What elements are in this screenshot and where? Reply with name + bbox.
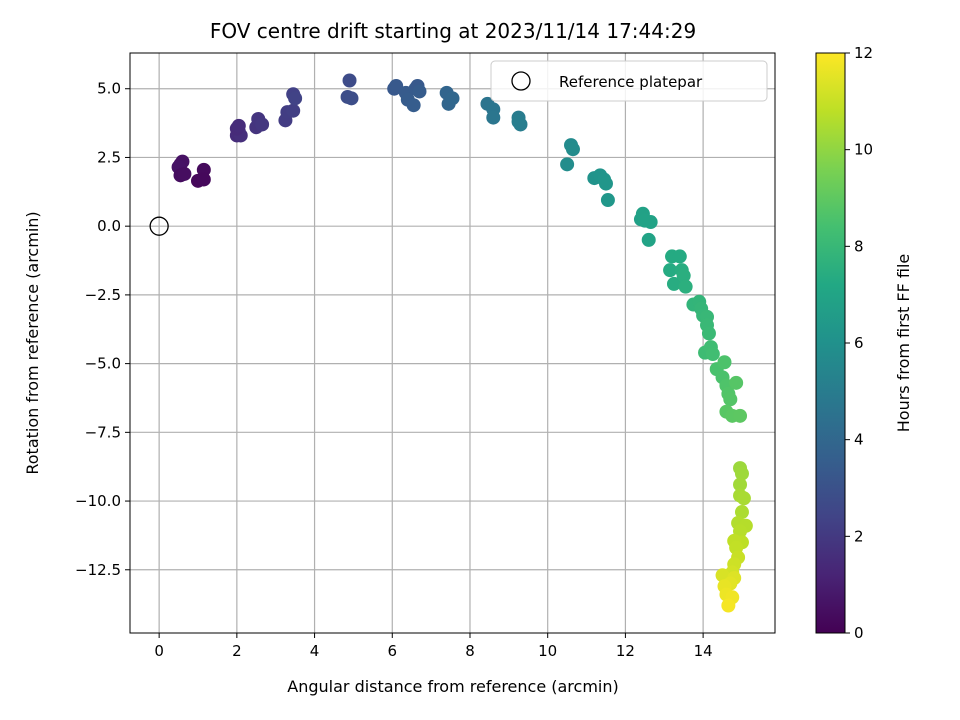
y-tick-label: 0.0 (97, 217, 121, 235)
data-point (641, 232, 656, 247)
y-tick-label: −2.5 (85, 286, 121, 304)
x-tick-label: 2 (232, 642, 242, 660)
data-point (717, 355, 732, 370)
colorbar: 0 2 4 6 8 10 12 Hours from first FF file (815, 44, 913, 642)
data-point (721, 598, 736, 613)
reference-point-marker (149, 216, 169, 236)
data-point (565, 142, 580, 157)
colorbar-gradient (815, 52, 846, 634)
grid (130, 53, 775, 633)
data-point (701, 326, 716, 341)
legend: Reference platepar (490, 60, 768, 102)
colorbar-label: Hours from first FF file (894, 254, 913, 433)
data-point (196, 162, 211, 177)
data-point (733, 477, 748, 492)
colorbar-tick-label: 4 (854, 431, 864, 449)
data-point (733, 408, 748, 423)
data-point (406, 98, 421, 113)
x-tick-label: 10 (538, 642, 557, 660)
colorbar-tick-label: 10 (854, 141, 873, 159)
data-point (676, 268, 691, 283)
x-tick-label: 4 (310, 642, 320, 660)
data-point (196, 172, 211, 187)
colorbar-tick-label: 0 (854, 624, 864, 642)
data-point (705, 346, 720, 361)
data-point (678, 279, 693, 294)
colorbar-tick-label: 6 (854, 334, 864, 352)
data-point (342, 73, 357, 88)
y-tick-label: −10.0 (75, 492, 121, 510)
data-point (729, 375, 744, 390)
data-point (177, 166, 192, 181)
x-tick-label: 12 (616, 642, 635, 660)
data-points (149, 73, 753, 613)
data-point (643, 215, 658, 230)
data-point (663, 263, 678, 278)
data-point (511, 114, 526, 129)
data-point (231, 118, 246, 133)
colorbar-tick-label: 8 (854, 237, 864, 255)
data-point (666, 276, 681, 291)
x-tick-label: 8 (465, 642, 475, 660)
colorbar-tick-label: 2 (854, 527, 864, 545)
y-tick-label: −5.0 (85, 355, 121, 373)
data-point (736, 491, 751, 506)
data-point (672, 249, 687, 264)
colorbar-ticks: 0 2 4 6 8 10 12 (845, 44, 873, 642)
legend-box (490, 60, 768, 102)
x-tick-label: 6 (388, 642, 398, 660)
data-point (412, 84, 427, 99)
data-point (734, 505, 749, 520)
data-point (288, 91, 303, 106)
plot-frame (129, 52, 776, 634)
y-tick-label: 5.0 (97, 80, 121, 98)
data-point (723, 392, 738, 407)
colorbar-tick-label: 12 (854, 44, 873, 62)
data-point (598, 176, 613, 191)
data-point (445, 91, 460, 106)
chart-title: FOV centre drift starting at 2023/11/14 … (210, 19, 696, 43)
x-tick-label: 14 (694, 642, 713, 660)
data-point (600, 193, 615, 208)
y-tick-label: −7.5 (85, 423, 121, 441)
y-axis-label: Rotation from reference (arcmin) (23, 211, 42, 474)
axis-ticks: 0 2 4 6 8 10 12 14 5.0 2.5 0.0 −2.5 −5.0 −7.5 −10.0 −12… (75, 80, 713, 660)
data-point (560, 157, 575, 172)
y-tick-label: 2.5 (97, 148, 121, 166)
legend-label-reference: Reference platepar (559, 73, 703, 91)
data-point (486, 110, 501, 125)
y-tick-label: −12.5 (75, 561, 121, 579)
legend-marker-reference (511, 71, 531, 91)
x-tick-label: 0 (154, 642, 164, 660)
x-axis-label: Angular distance from reference (arcmin) (287, 677, 618, 696)
data-point (389, 78, 404, 93)
data-point (344, 91, 359, 106)
data-point (286, 103, 301, 118)
data-point (734, 466, 749, 481)
data-point (255, 117, 270, 132)
